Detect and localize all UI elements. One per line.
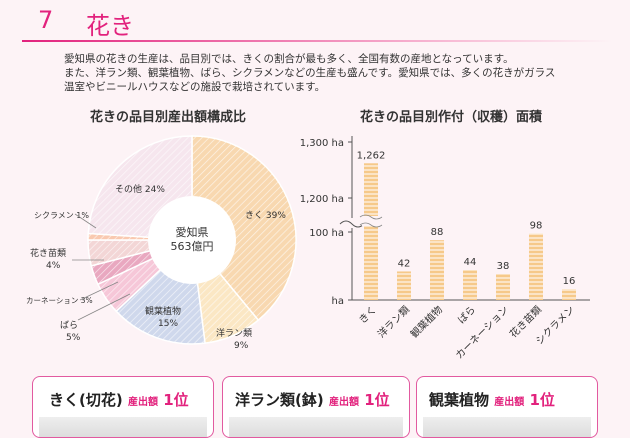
- card-yoran-rank: 1位: [364, 391, 390, 409]
- y-tick-label: 1,200 ha: [300, 194, 344, 205]
- card-kanyo: 観葉植物 産出額 1位: [416, 376, 598, 438]
- pie-label-yoran: 洋ラン類: [216, 327, 252, 339]
- card-kiku-sub: 産出額: [127, 397, 158, 408]
- card-kanyo-title: 観葉植物 産出額 1位: [429, 389, 555, 410]
- pie-label-nae-pct: 4%: [46, 261, 61, 271]
- bar-hatch-6: [562, 289, 576, 300]
- bar-value-label-1: 42: [398, 258, 411, 269]
- y-tick-label: 1,300 ha: [300, 138, 344, 149]
- bar-hatch-0: [364, 163, 378, 300]
- bar-value-label-3: 44: [464, 257, 477, 268]
- section-header: 7 花き: [0, 0, 630, 44]
- card-yoran-sub: 産出額: [328, 397, 359, 408]
- leader-bara: [77, 293, 131, 321]
- section-number: 7: [38, 6, 54, 34]
- pie-label-bara: ばら: [60, 320, 78, 331]
- card-kanyo-sub: 産出額: [494, 397, 525, 408]
- intro-line-2: また、洋ラン類、観葉植物、ばら、シクラメンなどの生産も盛んです。愛知県では、多く…: [64, 67, 556, 79]
- leader-cyclamen: [74, 213, 97, 229]
- pie-label-bara-pct: 5%: [66, 333, 81, 343]
- leader-carnation: [79, 281, 119, 301]
- y-tick-label: ha: [332, 296, 344, 307]
- bar-break-line-top: [359, 214, 383, 220]
- intro-line-1: 愛知県の花きの生産は、品目別では、きくの割合が最も多く、全国有数の産地となってい…: [64, 53, 514, 65]
- bar-chart: 1,300 ha 1,200 ha 100 ha ha 1,262 42 88 44 38 98…: [290, 120, 630, 380]
- pie-chart: 愛知県 563億円 きく 39% 洋ラン類 9% 観葉植物 15% ばら 5% …: [0, 120, 320, 360]
- card-kiku-name: きく(切花): [49, 391, 123, 409]
- pie-slice-hatch-0: [192, 136, 296, 321]
- pie-label-carnation: カーネーション 3%: [26, 296, 93, 305]
- bar-break-line-bottom: [359, 222, 383, 228]
- bar-value-label-2: 88: [431, 227, 444, 238]
- card-kanyo-name: 観葉植物: [429, 391, 490, 409]
- bar-hatch-2: [430, 240, 444, 300]
- pie-label-kanyo: 観葉植物: [145, 305, 181, 317]
- pie-label-sonota: その他 24%: [115, 183, 165, 195]
- card-yoran-title: 洋ラン類(鉢) 産出額 1位: [235, 389, 390, 410]
- card-kiku-rank: 1位: [163, 391, 189, 409]
- card-yoran: 洋ラン類(鉢) 産出額 1位: [222, 376, 410, 438]
- bar-category-label-0: きく: [356, 304, 379, 327]
- bar-category-label-3: ばら: [455, 304, 478, 327]
- card-kanyo-photo: [423, 417, 591, 437]
- pie-label-kiku: きく 39%: [245, 210, 286, 221]
- bar-hatch-4: [496, 274, 510, 300]
- pie-center-label-1: 愛知県: [176, 225, 209, 239]
- card-kiku: きく(切花) 産出額 1位: [32, 376, 214, 438]
- pie-center-hole: [148, 196, 236, 284]
- section-title: 花き: [86, 12, 134, 40]
- bar-category-label-1: 洋ラン類: [375, 303, 412, 340]
- card-yoran-photo: [229, 417, 403, 437]
- bar-hatch-3: [463, 270, 477, 300]
- bar-value-label-6: 16: [563, 276, 576, 287]
- bar-hatch-1: [397, 271, 411, 300]
- pie-chart-title: 花きの品目別産出額構成比: [90, 110, 247, 125]
- intro-line-3: 温室やビニールハウスなどの施設で栽培されています。: [64, 81, 326, 93]
- intro-text: 愛知県の花きの生産は、品目別では、きくの割合が最も多く、全国有数の産地となってい…: [64, 52, 604, 94]
- bar-value-label-4: 38: [497, 261, 510, 272]
- bar-chart-title: 花きの品目別作付（収穫）面積: [360, 110, 543, 125]
- bar-hatch-5: [529, 233, 543, 300]
- card-kiku-photo: [39, 417, 207, 437]
- pie-label-cyclamen: シクラメン 1%: [34, 211, 89, 220]
- card-kiku-title: きく(切花) 産出額 1位: [49, 389, 189, 410]
- pie-center-label-2: 563億円: [171, 240, 214, 253]
- bar-value-label-0: 1,262: [357, 150, 386, 161]
- y-tick-label: 100 ha: [309, 228, 344, 239]
- card-kanyo-rank: 1位: [529, 391, 555, 409]
- pie-label-kanyo-pct: 15%: [158, 319, 178, 329]
- pie-label-nae: 花き苗類: [30, 247, 66, 259]
- bar-category-label-2: 観葉植物: [408, 303, 445, 340]
- bar-break-gap: [362, 216, 380, 226]
- pie-chart-svg: 愛知県 563億円 きく 39% 洋ラン類 9% 観葉植物 15% ばら 5% …: [26, 135, 297, 351]
- card-yoran-name: 洋ラン類(鉢): [235, 391, 324, 409]
- pie-label-yoran-pct: 9%: [234, 341, 249, 351]
- bar-chart-svg: 1,300 ha 1,200 ha 100 ha ha 1,262 42 88 44 38 98…: [300, 136, 590, 361]
- title-underline: [22, 40, 612, 42]
- bar-value-label-5: 98: [530, 220, 543, 231]
